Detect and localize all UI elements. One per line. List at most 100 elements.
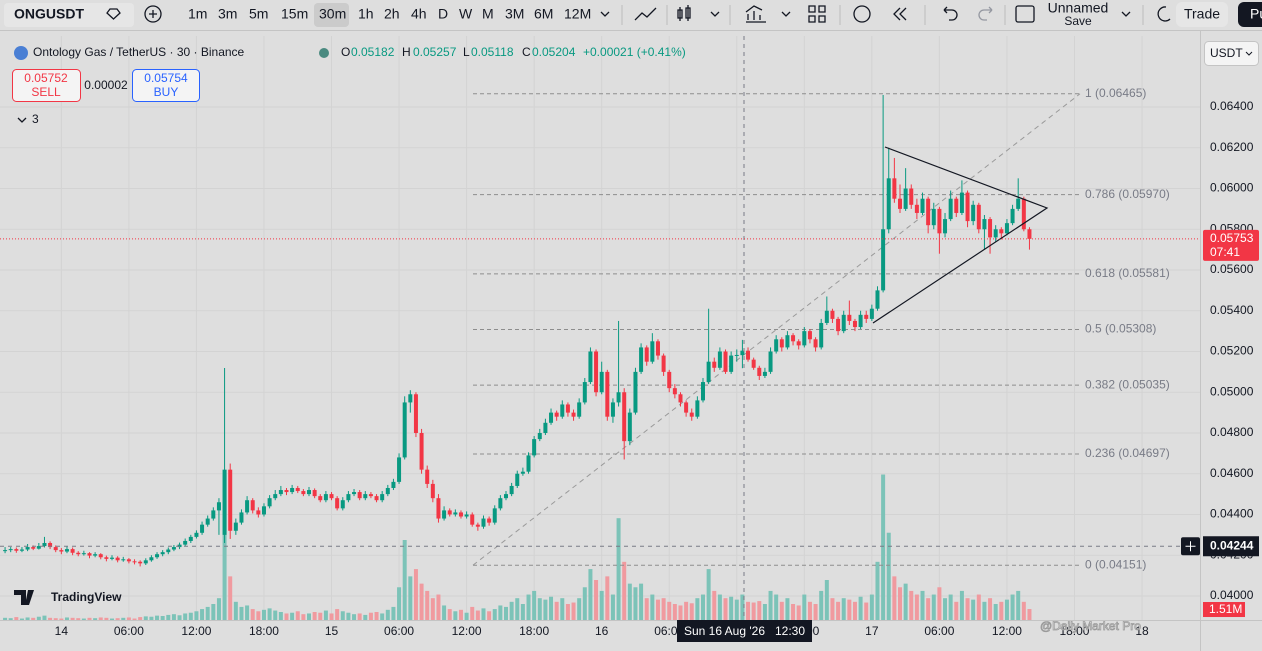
volume-bar bbox=[374, 612, 379, 620]
candle-body bbox=[515, 473, 520, 486]
fib-label: 0 (0.04151) bbox=[1085, 557, 1146, 571]
buy-button[interactable] bbox=[132, 69, 200, 102]
indicators-icon[interactable] bbox=[745, 5, 766, 23]
triangle-drawing bbox=[872, 146, 1049, 324]
watchlist-icon[interactable] bbox=[106, 8, 121, 20]
volume-bar bbox=[734, 599, 739, 620]
volume-bar bbox=[1021, 601, 1026, 620]
volume-bar bbox=[689, 603, 694, 620]
candle-icon[interactable] bbox=[677, 5, 691, 21]
x-tick-label: 17 bbox=[865, 624, 879, 638]
crosshair-time-tag bbox=[677, 620, 812, 642]
interval[interactable]: D bbox=[438, 6, 448, 22]
redo-icon[interactable] bbox=[978, 6, 993, 21]
candle-body bbox=[774, 339, 779, 352]
dropdown-icon[interactable] bbox=[710, 11, 720, 17]
volume-bar bbox=[807, 601, 812, 620]
dropdown-icon[interactable] bbox=[781, 11, 791, 17]
layout-name[interactable]: Unnamed bbox=[1048, 0, 1109, 16]
volume-bar bbox=[492, 609, 497, 620]
line-chart-icon[interactable] bbox=[634, 7, 657, 21]
volume-bar bbox=[594, 580, 599, 620]
volume-bar bbox=[323, 610, 328, 620]
volume-bar bbox=[937, 587, 942, 620]
compare-icon[interactable] bbox=[144, 5, 162, 23]
trade-label[interactable]: Trade bbox=[1184, 6, 1220, 22]
volume-bar bbox=[532, 590, 537, 620]
layout-icon[interactable] bbox=[1015, 5, 1035, 23]
indicators-toggle[interactable] bbox=[17, 117, 27, 123]
interval[interactable]: 1m bbox=[188, 6, 207, 22]
candle-body bbox=[802, 331, 807, 346]
candle-body bbox=[909, 188, 914, 205]
dropdown-icon[interactable] bbox=[600, 11, 610, 17]
volume-bar bbox=[971, 599, 976, 620]
interval[interactable]: 15m bbox=[281, 6, 308, 22]
interval[interactable]: 3m bbox=[218, 6, 237, 22]
candle-body bbox=[323, 494, 328, 501]
interval[interactable]: 4h bbox=[411, 6, 427, 22]
interval[interactable]: 1h bbox=[358, 6, 374, 22]
candle-body bbox=[785, 335, 790, 348]
volume-bar bbox=[250, 609, 255, 620]
legend-title: Ontology Gas / TetherUS · 30 · Binance bbox=[33, 45, 245, 59]
volume-bar bbox=[746, 601, 751, 620]
currency-select[interactable] bbox=[1204, 41, 1259, 66]
volume-bar bbox=[875, 561, 880, 620]
trade-button[interactable] bbox=[1176, 2, 1228, 27]
save-label[interactable]: Save bbox=[1064, 14, 1092, 28]
candle-body bbox=[926, 198, 931, 226]
candle-body bbox=[695, 400, 700, 417]
interval[interactable]: 3M bbox=[505, 6, 524, 22]
sell-button[interactable] bbox=[12, 69, 81, 102]
interval[interactable]: 12M bbox=[564, 6, 591, 22]
volume-bar bbox=[909, 590, 914, 620]
candle-body bbox=[346, 494, 351, 501]
undo-icon[interactable] bbox=[943, 6, 958, 21]
candle-body bbox=[543, 422, 548, 433]
publish-button[interactable] bbox=[1238, 2, 1262, 27]
interval[interactable]: 2h bbox=[384, 6, 400, 22]
candle-body bbox=[385, 487, 390, 495]
candle-body bbox=[498, 498, 503, 509]
y-tick-label: 0.05000 bbox=[1210, 384, 1254, 398]
currency[interactable]: USDT bbox=[1210, 46, 1243, 60]
candle-body bbox=[222, 469, 227, 535]
volume-bar bbox=[53, 618, 58, 620]
candle-body bbox=[751, 359, 756, 368]
sell-label[interactable]: SELL bbox=[31, 85, 61, 99]
x-tick-label: 16 bbox=[595, 624, 609, 638]
interval[interactable]: 30m bbox=[319, 6, 346, 22]
sell-price[interactable]: 0.05752 bbox=[24, 71, 68, 85]
volume-bar bbox=[8, 618, 13, 620]
buy-label[interactable]: BUY bbox=[154, 85, 179, 99]
interval[interactable]: W bbox=[459, 6, 473, 22]
indicator-count[interactable]: 3 bbox=[32, 112, 39, 126]
dropdown-icon[interactable] bbox=[1121, 11, 1131, 17]
replay-icon[interactable] bbox=[893, 7, 907, 21]
candle-body bbox=[549, 412, 554, 423]
volume-bar bbox=[762, 604, 767, 620]
candle-body bbox=[138, 561, 143, 564]
buy-price[interactable]: 0.05754 bbox=[144, 71, 188, 85]
x-tick-label: 12:00 bbox=[452, 624, 482, 638]
settings-icon[interactable] bbox=[1157, 6, 1171, 22]
candle-body bbox=[616, 392, 621, 403]
candle-body bbox=[413, 394, 418, 433]
candle-body bbox=[87, 553, 92, 556]
candle-body bbox=[914, 204, 919, 213]
layouts-icon[interactable] bbox=[808, 5, 826, 23]
symbol-box[interactable] bbox=[4, 3, 134, 27]
interval[interactable]: 5m bbox=[249, 6, 268, 22]
interval[interactable]: 6M bbox=[534, 6, 553, 22]
candle-body bbox=[464, 514, 469, 517]
candle-body bbox=[903, 188, 908, 209]
interval[interactable]: M bbox=[482, 6, 494, 22]
candle-body bbox=[36, 546, 41, 549]
symbol[interactable]: ONGUSDT bbox=[14, 6, 84, 22]
candle-body bbox=[655, 341, 660, 356]
candle-body bbox=[661, 355, 666, 372]
publish-label[interactable]: Pu bbox=[1250, 6, 1262, 22]
candle-body bbox=[729, 355, 734, 372]
alert-icon[interactable] bbox=[853, 5, 871, 23]
